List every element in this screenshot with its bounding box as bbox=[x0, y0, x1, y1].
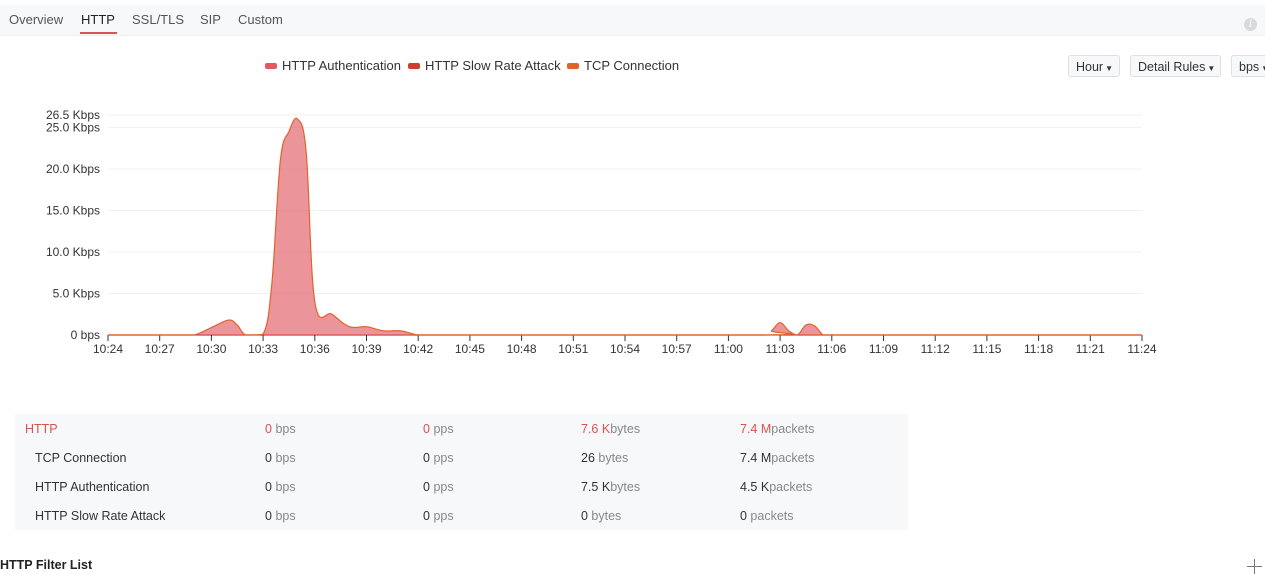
stats-bytes: 26 bytes bbox=[581, 451, 629, 465]
stats-packets: 0 packets bbox=[740, 509, 794, 523]
x-tick-label: 11:03 bbox=[766, 342, 795, 356]
y-tick-label: 10.0 Kbps bbox=[46, 245, 100, 259]
legend-swatch bbox=[408, 62, 420, 69]
x-tick-label: 11:15 bbox=[972, 342, 1001, 356]
detail-rules-label: Detail Rules bbox=[1138, 60, 1206, 74]
stats-bytes: 7.5 Kbytes bbox=[581, 480, 641, 494]
stats-table: HTTP 0 bps 0 pps 7.6 Kbytes 7.4 Mpackets… bbox=[15, 414, 908, 530]
x-tick-label: 11:24 bbox=[1127, 342, 1156, 356]
series-area bbox=[108, 118, 1142, 335]
stats-bps: 0 bps bbox=[265, 451, 296, 465]
y-axis: 0 bps 5.0 Kbps 10.0 Kbps 15.0 Kbps 20.0 Kbps… bbox=[46, 108, 100, 342]
x-tick-label: 10:57 bbox=[662, 342, 692, 356]
y-tick-label: 15.0 Kbps bbox=[46, 203, 100, 217]
stats-row-http-authentication: HTTP Authentication 0 bps 0 pps 7.5 Kbyt… bbox=[15, 472, 908, 501]
legend-swatch bbox=[265, 62, 277, 69]
x-tick-label: 10:30 bbox=[196, 342, 226, 356]
series-line bbox=[108, 117, 1142, 336]
stats-bps: 0 bps bbox=[265, 480, 296, 494]
legend-label: HTTP Authentication bbox=[282, 58, 401, 73]
active-tab-indicator bbox=[80, 32, 117, 34]
x-tick-label: 10:39 bbox=[351, 342, 381, 356]
x-tick-label: 10:33 bbox=[248, 342, 278, 356]
legend-label: HTTP Slow Rate Attack bbox=[425, 58, 561, 73]
tab-bar: Overview HTTP SSL/TLS SIP Custom i bbox=[0, 5, 1265, 36]
caret-down-icon: ▼ bbox=[1105, 64, 1114, 73]
stats-packets: 7.4 Mpackets bbox=[740, 451, 815, 465]
tab-sip[interactable]: SIP bbox=[200, 12, 221, 27]
stats-name: HTTP Slow Rate Attack bbox=[35, 509, 166, 523]
legend-item-http-slow-rate-attack[interactable]: HTTP Slow Rate Attack bbox=[408, 58, 561, 73]
stats-row-http: HTTP 0 bps 0 pps 7.6 Kbytes 7.4 Mpackets bbox=[15, 414, 908, 443]
caret-down-icon: ▼ bbox=[1261, 64, 1265, 73]
x-tick-label: 11:21 bbox=[1076, 342, 1105, 356]
legend-label: TCP Connection bbox=[584, 58, 680, 73]
plus-icon[interactable] bbox=[1247, 559, 1262, 574]
unit-dropdown[interactable]: bps▼ bbox=[1231, 55, 1265, 77]
stats-bytes: 0 bytes bbox=[581, 509, 622, 523]
stats-packets: 7.4 Mpackets bbox=[740, 422, 815, 436]
x-tick-label: 10:42 bbox=[403, 342, 433, 356]
interval-dropdown[interactable]: Hour ▼ bbox=[1068, 55, 1120, 77]
legend-item-http-authentication[interactable]: HTTP Authentication bbox=[265, 58, 401, 73]
tab-custom[interactable]: Custom bbox=[238, 12, 283, 27]
x-tick-label: 10:36 bbox=[300, 342, 330, 356]
x-tick-label: 10:54 bbox=[610, 342, 640, 356]
stats-bps: 0 bps bbox=[265, 509, 296, 523]
x-tick-label: 11:00 bbox=[714, 342, 743, 356]
stats-pps: 0 pps bbox=[423, 480, 454, 494]
caret-down-icon: ▼ bbox=[1207, 64, 1216, 73]
x-tick-label: 10:24 bbox=[93, 342, 123, 356]
stats-pps: 0 pps bbox=[423, 509, 454, 523]
unit-dropdown-label: bps bbox=[1239, 60, 1260, 74]
stats-name: HTTP bbox=[25, 422, 58, 436]
x-tick-label: 10:48 bbox=[507, 342, 537, 356]
chart-grid bbox=[108, 114, 1142, 294]
filter-list-title: HTTP Filter List bbox=[0, 558, 93, 572]
x-tick-label: 10:51 bbox=[558, 342, 588, 356]
y-tick-label: 20.0 Kbps bbox=[46, 162, 100, 176]
y-tick-label: 26.5 Kbps bbox=[46, 108, 100, 122]
y-tick-label: 25.0 Kbps bbox=[46, 120, 100, 134]
interval-dropdown-label: Hour bbox=[1076, 60, 1104, 74]
stats-name: TCP Connection bbox=[35, 451, 127, 465]
stats-bytes: 7.6 Kbytes bbox=[581, 422, 641, 436]
x-axis: 10:24 10:27 10:30 10:33 10:36 10:39 10:42 10:45… bbox=[93, 334, 1157, 356]
x-tick-label: 10:45 bbox=[455, 342, 485, 356]
y-tick-label: 5.0 Kbps bbox=[53, 286, 100, 300]
x-tick-label: 11:06 bbox=[817, 342, 846, 356]
stats-row-http-slow-rate-attack: HTTP Slow Rate Attack 0 bps 0 pps 0 byte… bbox=[15, 501, 908, 530]
stats-pps: 0 pps bbox=[423, 422, 454, 436]
detail-rules-dropdown[interactable]: Detail Rules ▼ bbox=[1130, 55, 1221, 77]
x-tick-label: 11:09 bbox=[869, 342, 898, 356]
x-tick-label: 10:27 bbox=[145, 342, 175, 356]
chart-series bbox=[108, 117, 1142, 336]
tab-http[interactable]: HTTP bbox=[81, 12, 115, 27]
info-icon[interactable]: i bbox=[1244, 18, 1257, 31]
stats-name: HTTP Authentication bbox=[35, 480, 150, 494]
stats-row-tcp-connection: TCP Connection 0 bps 0 pps 26 bytes 7.4 … bbox=[15, 443, 908, 472]
tab-ssl-tls[interactable]: SSL/TLS bbox=[132, 12, 185, 27]
x-tick-label: 11:12 bbox=[921, 342, 950, 356]
y-tick-label: 0 bps bbox=[71, 328, 100, 342]
traffic-chart: 0 bps 5.0 Kbps 10.0 Kbps 15.0 Kbps 20.0 Kbps… bbox=[46, 108, 1157, 356]
tab-overview[interactable]: Overview bbox=[9, 12, 64, 27]
legend-item-tcp-connection[interactable]: TCP Connection bbox=[567, 58, 679, 73]
stats-packets: 4.5 Kpackets bbox=[740, 480, 813, 494]
stats-bps: 0 bps bbox=[265, 422, 296, 436]
x-tick-label: 11:18 bbox=[1024, 342, 1053, 356]
stats-pps: 0 pps bbox=[423, 451, 454, 465]
legend-swatch bbox=[567, 62, 579, 69]
